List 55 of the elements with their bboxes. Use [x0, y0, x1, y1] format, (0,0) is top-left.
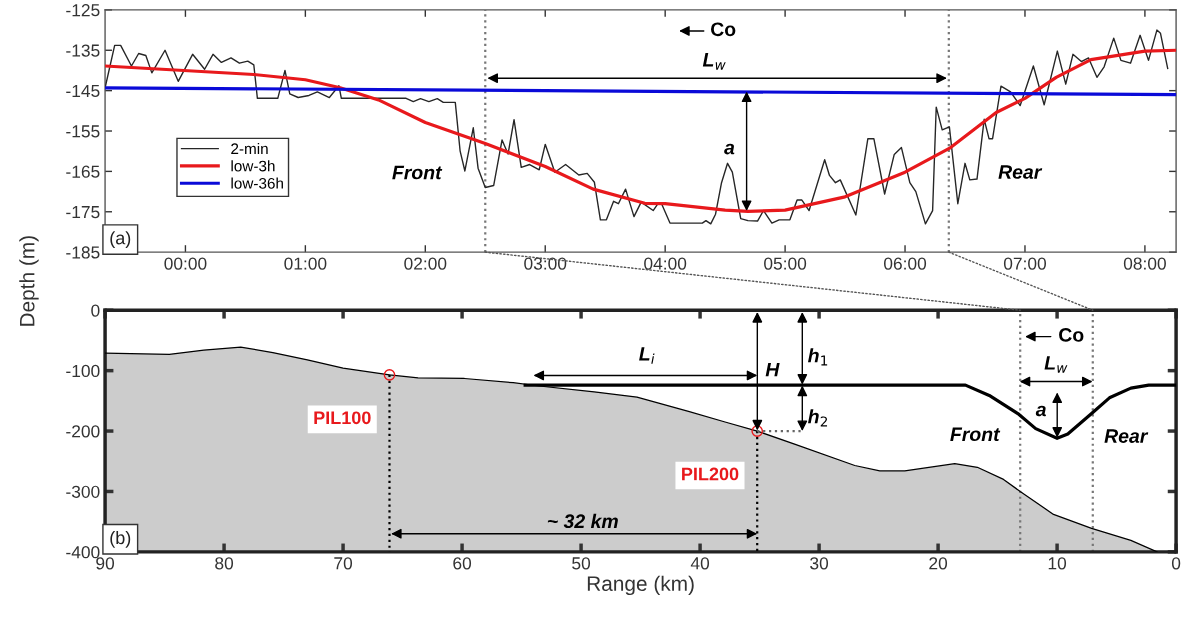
legend-label: low-36h: [231, 177, 283, 189]
x-tick-label: 03:00: [524, 257, 567, 270]
annotation: L$_{i}$: [639, 347, 655, 364]
y-tick-label: -185: [66, 246, 100, 259]
x-tick-label: 90: [96, 557, 115, 570]
x-tick-label: 02:00: [404, 257, 447, 270]
y-tick-label: -165: [66, 165, 100, 178]
annotation: H: [765, 362, 780, 377]
annotation: a: [724, 143, 735, 155]
legend-label: 2-min: [231, 142, 268, 155]
y-tick-label: -155: [66, 125, 100, 138]
y-tick-label: -125: [66, 4, 100, 17]
annotation: h$_{1}$: [808, 348, 828, 366]
annotation: a: [1035, 405, 1046, 417]
x-tick-label: 60: [453, 557, 472, 570]
x-tick-label: 06:00: [884, 257, 927, 270]
x-tick-label: 05:00: [764, 257, 807, 270]
annotation: Front: [392, 165, 443, 180]
annotation: h$_{2}$: [808, 409, 828, 427]
annotation: Rear: [998, 165, 1043, 179]
x-tick-label: 40: [690, 557, 710, 570]
x-tick-label: 01:00: [284, 257, 327, 270]
x-tick-label: 70: [334, 557, 353, 570]
x-tick-label: 04:00: [644, 257, 687, 270]
annotation: Co: [711, 22, 736, 37]
y-tick-label: -200: [66, 425, 100, 438]
annotation: ~ 32 km: [547, 513, 618, 529]
y-tick-label: -175: [66, 206, 100, 219]
x-tick-label: 00:00: [164, 257, 207, 270]
x-tick-label: 0: [1171, 557, 1181, 570]
x-tick-label: 10: [1048, 557, 1067, 570]
annotation: L$_{w}$: [702, 53, 726, 70]
legend-label: low-3h: [231, 160, 275, 172]
annotation: L$_{w}$: [1044, 356, 1068, 373]
annotation: (b): [110, 530, 131, 548]
annotation: PIL100: [314, 411, 371, 425]
y-axis-title: Depth (m): [19, 236, 39, 326]
x-tick-label: 20: [929, 557, 948, 570]
annotation: PIL200: [682, 467, 739, 481]
x-tick-label: 50: [572, 557, 591, 570]
x-axis-title: Range (km): [587, 575, 694, 596]
y-tick-label: -145: [66, 84, 100, 98]
annotation: Co: [1059, 328, 1084, 342]
y-tick-label: -400: [66, 546, 100, 559]
x-tick-label: 30: [810, 557, 829, 570]
annotation: (a): [110, 231, 131, 248]
y-tick-label: -100: [66, 364, 100, 378]
x-tick-label: 07:00: [1003, 257, 1047, 270]
x-tick-label: 08:00: [1123, 257, 1166, 270]
x-tick-label: 80: [215, 557, 234, 570]
y-tick-label: 0: [91, 304, 100, 317]
y-tick-label: -135: [66, 44, 100, 57]
annotation: Front: [950, 427, 1001, 442]
y-tick-label: -300: [66, 485, 100, 498]
annotation: Rear: [1104, 429, 1149, 443]
